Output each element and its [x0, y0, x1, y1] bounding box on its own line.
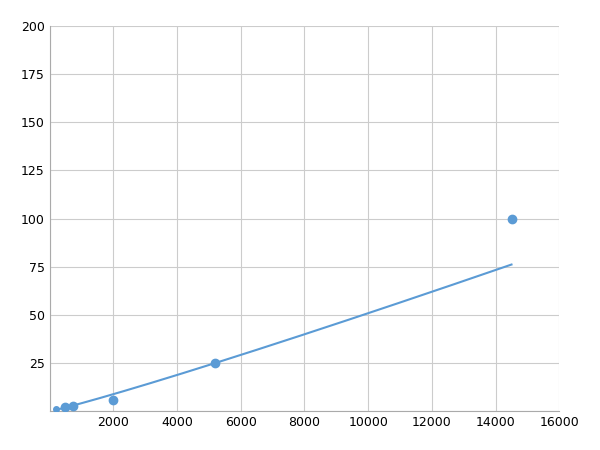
Point — [211, 360, 220, 367]
Point — [109, 396, 118, 403]
Point — [507, 215, 517, 222]
Point — [68, 403, 78, 410]
Point — [51, 406, 61, 413]
Point — [61, 404, 70, 411]
